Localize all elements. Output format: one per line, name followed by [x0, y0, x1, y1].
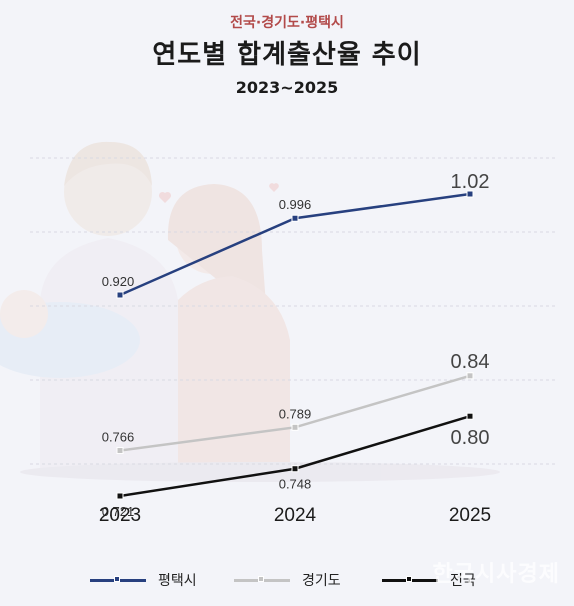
data-label: 0.84	[451, 351, 490, 373]
data-point	[291, 214, 299, 222]
data-label: 1.02	[451, 171, 490, 193]
data-labels: 0.920 0.996 1.02 0.766 0.789 0.84 0.721 0.748 0.…	[102, 171, 490, 519]
data-point	[466, 412, 474, 420]
legend-item: 전국	[382, 566, 476, 594]
legend-item: 평택시	[90, 566, 197, 594]
data-point	[291, 465, 299, 473]
family-illustration	[0, 141, 500, 482]
series-layer	[116, 190, 474, 500]
legend-swatch	[90, 575, 146, 582]
data-point	[466, 190, 474, 198]
grid-lines	[30, 157, 556, 465]
legend-label: 평택시	[158, 573, 197, 589]
data-point	[291, 423, 299, 431]
x-axis: 2023 2024 2025	[99, 505, 491, 526]
legend-label: 전국	[450, 573, 476, 589]
x-tick-label: 2024	[274, 505, 317, 526]
data-label: 0.748	[279, 477, 312, 492]
legend-label: 경기도	[302, 573, 341, 589]
data-point	[116, 447, 124, 455]
legend-swatch	[382, 575, 438, 582]
chart-supertitle: 전국·경기도·평택시	[230, 15, 344, 31]
chart-subtitle: 2023~2025	[235, 78, 339, 97]
data-point	[116, 492, 124, 500]
legend-item: 경기도	[234, 566, 341, 594]
data-label: 0.721	[102, 504, 135, 519]
legend: 평택시 경기도 전국	[0, 566, 574, 594]
watermark: 한국시사경제	[432, 562, 560, 587]
data-label: 0.789	[279, 406, 312, 421]
data-point	[466, 372, 474, 380]
legend-swatch	[234, 575, 290, 582]
data-point	[116, 291, 124, 299]
data-label: 0.996	[279, 197, 312, 212]
data-label: 0.920	[102, 274, 135, 289]
x-tick-label: 2023	[99, 505, 141, 526]
chart-title: 연도별 합계출산율 추이	[152, 40, 422, 70]
x-tick-label: 2025	[449, 505, 491, 526]
data-label: 0.766	[102, 430, 135, 445]
data-label: 0.80	[451, 427, 490, 449]
